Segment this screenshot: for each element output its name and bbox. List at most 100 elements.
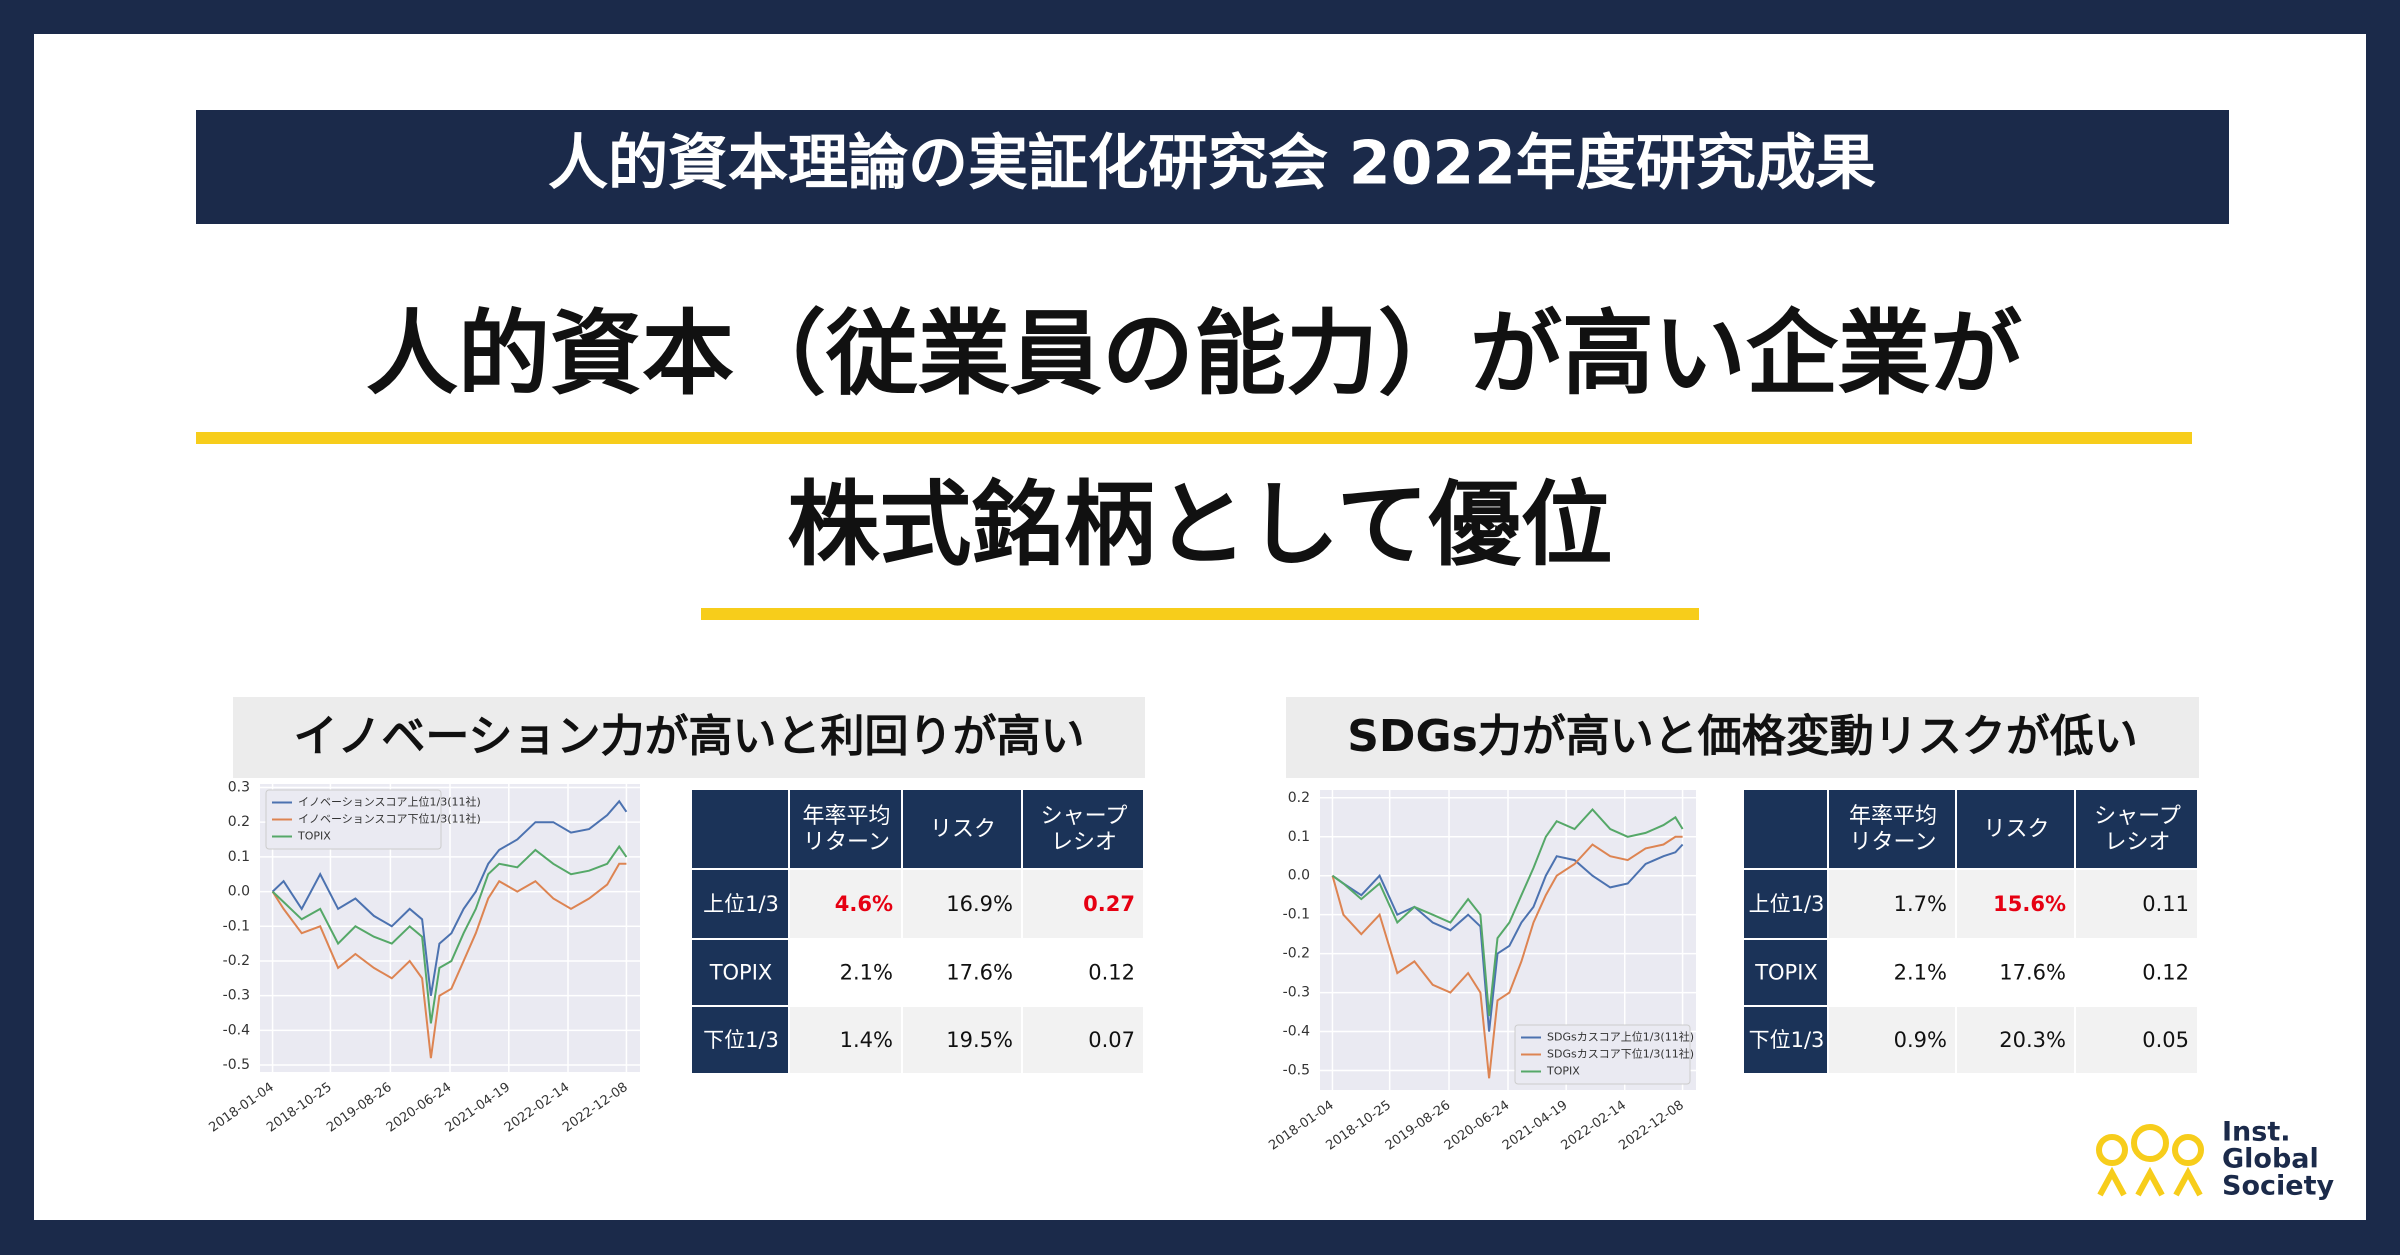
y-tick-label: 0.0 bbox=[1288, 868, 1310, 884]
heading: イノベーション力が高いと利回りが高い bbox=[293, 711, 1084, 762]
cell-value: 17.6% bbox=[946, 961, 1013, 985]
y-tick-label: -0.4 bbox=[1283, 1024, 1310, 1040]
underline bbox=[196, 432, 2192, 444]
logo-text: Inst. bbox=[2222, 1117, 2291, 1148]
cell-value: 2.1% bbox=[840, 961, 893, 985]
logo bbox=[2096, 1124, 2204, 1197]
title-banner bbox=[196, 110, 2229, 224]
table-header-cell bbox=[1829, 790, 1955, 868]
table-header-cell bbox=[1744, 790, 1827, 868]
cell bbox=[1023, 940, 1143, 1005]
row-label: TOPIX bbox=[709, 961, 773, 985]
cell bbox=[1023, 870, 1143, 938]
legend bbox=[1514, 1024, 1691, 1085]
headline: 株式銘柄として優位 bbox=[787, 471, 1612, 578]
y-tick-label: 0.2 bbox=[1288, 790, 1310, 806]
y-tick-label: 0.1 bbox=[228, 849, 250, 865]
cell bbox=[1957, 940, 2074, 1005]
y-tick-label: 0.1 bbox=[1288, 829, 1310, 845]
cell-value: 19.5% bbox=[946, 1028, 1013, 1052]
table-header-cell bbox=[2076, 790, 2197, 868]
heading-box bbox=[233, 697, 1145, 778]
legend-label: TOPIX bbox=[297, 830, 331, 843]
cell bbox=[2076, 1007, 2197, 1073]
table-header-cell bbox=[692, 790, 788, 868]
y-tick-label: -0.5 bbox=[223, 1057, 250, 1073]
cell bbox=[1829, 1007, 1955, 1073]
cell-value: 1.7% bbox=[1894, 892, 1947, 916]
cell bbox=[903, 940, 1021, 1005]
y-tick-label: 0.3 bbox=[228, 779, 250, 795]
cell bbox=[790, 1007, 901, 1073]
headline: 人的資本（従業員の能力）が高い企業が bbox=[366, 300, 2022, 407]
y-tick-label: -0.1 bbox=[1283, 907, 1310, 923]
table-header-cell bbox=[1023, 790, 1143, 868]
cell-value: 17.6% bbox=[1999, 961, 2066, 985]
cell bbox=[2076, 940, 2197, 1005]
cell bbox=[1829, 940, 1955, 1005]
column-header: リスク bbox=[1983, 817, 2049, 842]
series-line bbox=[271, 862, 627, 1059]
cell-value: 16.9% bbox=[946, 892, 1013, 916]
legend-label: SDGsカスコア下位1/3(11社) bbox=[1547, 1047, 1694, 1061]
row-header-cell bbox=[1744, 1007, 1827, 1073]
legend-label: SDGsカスコア上位1/3(11社) bbox=[1547, 1030, 1694, 1044]
cell bbox=[1829, 870, 1955, 938]
cell-value: 15.6% bbox=[1993, 892, 2066, 916]
series-line bbox=[1331, 843, 1684, 1032]
column-header: 年率平均リターン bbox=[1849, 804, 1937, 855]
y-tick-label: -0.2 bbox=[1283, 946, 1310, 962]
row-label: 上位1/3 bbox=[703, 892, 779, 916]
cell-value: 0.11 bbox=[2142, 892, 2189, 916]
underline bbox=[701, 608, 1699, 620]
series-line bbox=[271, 844, 628, 1024]
cell bbox=[1957, 870, 2074, 938]
legend-label: イノベーションスコア上位1/3(11社) bbox=[298, 795, 481, 809]
cell-value: 0.27 bbox=[1083, 892, 1135, 916]
legend bbox=[265, 789, 442, 850]
heading-box bbox=[1286, 697, 2199, 778]
row-label: 下位1/3 bbox=[703, 1028, 779, 1052]
row-header-cell bbox=[692, 870, 788, 938]
cell-value: 0.12 bbox=[2142, 961, 2189, 985]
row-label: TOPIX bbox=[1754, 961, 1818, 985]
y-tick-label: -0.2 bbox=[223, 953, 250, 969]
title: 人的資本理論の実証化研究会 2022年度研究成果 bbox=[548, 129, 1876, 199]
cell-value: 20.3% bbox=[1999, 1028, 2066, 1052]
table-header-cell bbox=[790, 790, 901, 868]
y-tick-label: -0.3 bbox=[1283, 985, 1310, 1001]
column-header: 年率平均リターン bbox=[802, 804, 890, 855]
cell bbox=[2076, 870, 2197, 938]
cell bbox=[790, 870, 901, 938]
column-header: リスク bbox=[930, 817, 996, 842]
table-header-cell bbox=[1957, 790, 2074, 868]
row-label: 上位1/3 bbox=[1749, 892, 1825, 916]
series-line bbox=[1331, 808, 1684, 1017]
cell-value: 0.05 bbox=[2142, 1028, 2189, 1052]
legend-label: TOPIX bbox=[1546, 1065, 1580, 1078]
table-header-cell bbox=[903, 790, 1021, 868]
y-tick-label: -0.1 bbox=[223, 918, 250, 934]
cell-value: 1.4% bbox=[840, 1028, 893, 1052]
cell bbox=[1023, 1007, 1143, 1073]
column-header: シャープレシオ bbox=[2094, 804, 2181, 855]
cell bbox=[790, 940, 901, 1005]
y-tick-label: -0.3 bbox=[223, 988, 250, 1004]
row-label: 下位1/3 bbox=[1749, 1028, 1825, 1052]
row-header-cell bbox=[1744, 870, 1827, 938]
cell bbox=[903, 1007, 1021, 1073]
row-header-cell bbox=[692, 1007, 788, 1073]
y-tick-label: -0.4 bbox=[223, 1022, 250, 1038]
y-tick-label: -0.5 bbox=[1283, 1063, 1310, 1079]
cell-value: 2.1% bbox=[1894, 961, 1947, 985]
cell-value: 0.12 bbox=[1088, 961, 1135, 985]
row-header-cell bbox=[692, 940, 788, 1005]
cell bbox=[903, 870, 1021, 938]
cell-value: 4.6% bbox=[835, 892, 893, 916]
cell-value: 0.07 bbox=[1088, 1028, 1135, 1052]
logo-text: Global bbox=[2222, 1144, 2319, 1175]
cell bbox=[1957, 1007, 2074, 1073]
series-line bbox=[271, 799, 628, 996]
cell-value: 0.9% bbox=[1894, 1028, 1947, 1052]
legend-label: イノベーションスコア下位1/3(11社) bbox=[298, 812, 481, 826]
